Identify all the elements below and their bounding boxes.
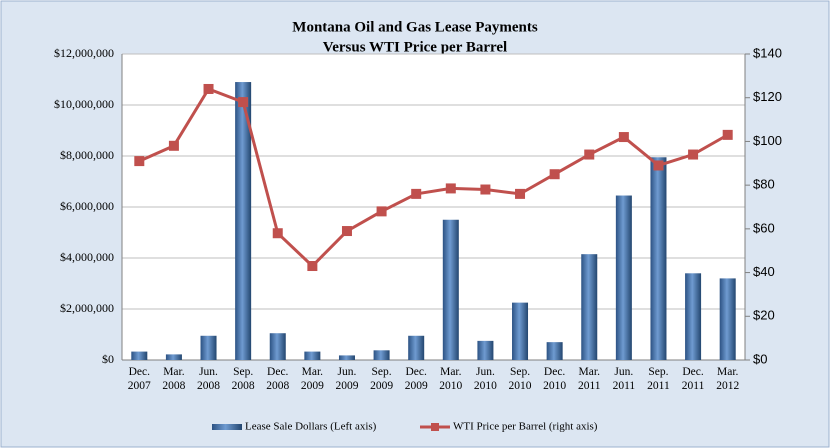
x-tick-label: Jun. 2011 <box>612 366 636 392</box>
y2-tick-label: $80 <box>753 177 775 192</box>
marker <box>341 226 352 237</box>
y-tick-label: $12,000,000 <box>54 46 114 60</box>
x-tick-label: Jun. 2008 <box>197 366 221 392</box>
marker <box>549 169 560 180</box>
bar <box>719 278 736 360</box>
x-tick-label: Dec. 2009 <box>404 366 428 392</box>
y-tick-label: $2,000,000 <box>60 301 114 315</box>
chart-subtitle: Versus WTI Price per Barrel <box>323 39 507 55</box>
bar <box>338 355 355 360</box>
marker <box>515 188 526 199</box>
y2-tick-label: $120 <box>753 89 782 104</box>
x-tick-label: Mar. 2008 <box>162 366 186 392</box>
y2-tick-label: $20 <box>753 308 775 323</box>
marker <box>376 206 387 217</box>
marker <box>307 261 318 272</box>
legend-swatch <box>431 423 439 431</box>
y-tick-label: $10,000,000 <box>54 97 114 111</box>
marker <box>168 140 179 151</box>
x-tick-label: Mar. 2011 <box>577 366 601 392</box>
y2-tick-label: $0 <box>753 351 767 366</box>
y2-tick-label: $60 <box>753 220 775 235</box>
bar <box>650 157 667 360</box>
bar <box>165 354 182 360</box>
bar <box>685 273 702 360</box>
x-tick-label: Sep. 2010 <box>508 366 532 392</box>
x-tick-label: Dec. 2011 <box>681 366 705 392</box>
marker <box>722 129 733 140</box>
x-tick-label: Jun. 2009 <box>335 366 359 392</box>
marker <box>653 160 664 171</box>
line <box>138 87 729 269</box>
bar <box>442 219 459 360</box>
marker <box>618 132 629 143</box>
bar <box>477 340 494 360</box>
legend-swatch <box>212 424 242 430</box>
bar <box>615 195 632 360</box>
y2-tick-label: $100 <box>753 133 782 148</box>
bar <box>373 350 390 360</box>
y-tick-label: $4,000,000 <box>60 250 114 264</box>
bar <box>304 351 321 360</box>
x-tick-label: Dec. 2008 <box>266 366 290 392</box>
bar <box>581 254 598 360</box>
legend-label: WTI Price per Barrel (right axis) <box>453 421 598 433</box>
marker <box>480 184 491 195</box>
marker <box>584 149 595 160</box>
bar <box>200 335 217 360</box>
x-tick-label: Mar. 2012 <box>716 366 740 392</box>
marker <box>272 228 283 239</box>
x-tick-label: Dec. 2010 <box>543 366 567 392</box>
y-tick-label: $8,000,000 <box>60 148 114 162</box>
bar <box>408 335 425 360</box>
bar <box>235 82 252 361</box>
bar <box>131 351 148 360</box>
chart-title: Montana Oil and Gas Lease Payments <box>292 19 538 35</box>
x-tick-label: Sep. 2009 <box>370 366 394 392</box>
marker <box>411 188 422 199</box>
y-tick-label: $0 <box>102 352 114 366</box>
bar <box>546 342 563 360</box>
x-tick-label: Dec. 2007 <box>127 366 151 392</box>
marker <box>134 156 145 167</box>
bar <box>269 333 286 360</box>
x-tick-label: Mar. 2009 <box>300 366 324 392</box>
bar <box>512 302 529 360</box>
y2-tick-label: $140 <box>753 45 782 60</box>
x-tick-label: Sep. 2011 <box>647 366 670 392</box>
y2-tick-label: $40 <box>753 264 775 279</box>
x-tick-label: Sep. 2008 <box>231 366 255 392</box>
x-tick-label: Jun. 2010 <box>473 366 497 392</box>
x-tick-label: Mar. 2010 <box>439 366 463 392</box>
marker <box>203 83 214 94</box>
marker <box>445 183 456 194</box>
legend-label: Lease Sale Dollars (Left axis) <box>245 421 377 433</box>
marker <box>688 149 699 160</box>
marker <box>238 97 249 108</box>
y-tick-label: $6,000,000 <box>60 199 114 213</box>
